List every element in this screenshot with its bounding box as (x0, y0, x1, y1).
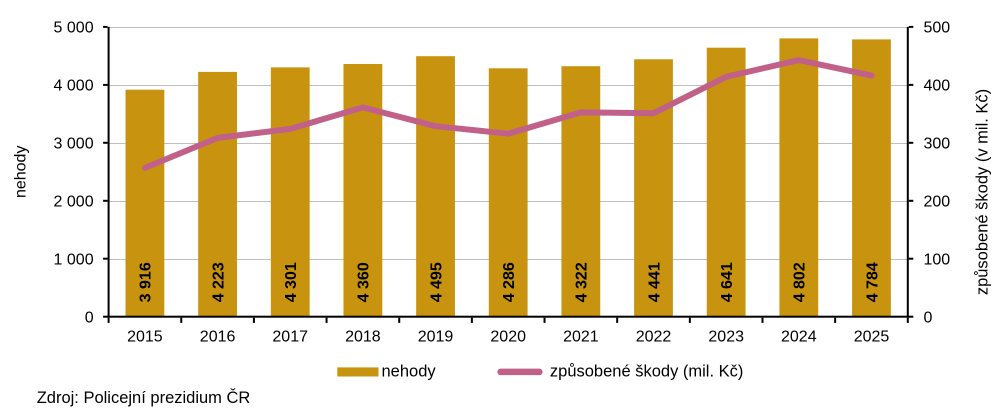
svg-text:4 784: 4 784 (864, 262, 881, 302)
svg-text:2025: 2025 (854, 329, 890, 346)
svg-text:2023: 2023 (708, 329, 744, 346)
svg-text:nehody: nehody (382, 362, 437, 380)
svg-text:4 495: 4 495 (428, 262, 445, 302)
svg-text:400: 400 (924, 78, 951, 95)
svg-text:2017: 2017 (272, 329, 308, 346)
svg-text:způsobené škody (mil. Kč): způsobené škody (mil. Kč) (550, 362, 744, 380)
svg-text:4 322: 4 322 (574, 262, 591, 302)
svg-text:2022: 2022 (636, 329, 672, 346)
svg-text:4 641: 4 641 (719, 262, 736, 302)
svg-text:2016: 2016 (200, 329, 236, 346)
svg-text:4 441: 4 441 (646, 262, 663, 302)
svg-text:2018: 2018 (345, 329, 381, 346)
svg-text:0: 0 (85, 309, 94, 326)
svg-text:4 000: 4 000 (54, 78, 94, 95)
svg-text:4 286: 4 286 (501, 262, 518, 302)
svg-text:100: 100 (924, 251, 951, 268)
svg-text:4 802: 4 802 (792, 262, 809, 302)
svg-text:2019: 2019 (418, 329, 454, 346)
svg-text:nehody: nehody (12, 146, 29, 199)
svg-text:Zdroj: Policejní prezidium ČR: Zdroj: Policejní prezidium ČR (37, 388, 251, 407)
svg-text:3 916: 3 916 (138, 262, 155, 302)
svg-text:5 000: 5 000 (54, 20, 94, 37)
svg-text:2015: 2015 (127, 329, 163, 346)
svg-text:4 223: 4 223 (210, 262, 227, 302)
svg-text:200: 200 (924, 193, 951, 210)
svg-text:2021: 2021 (563, 329, 599, 346)
svg-text:1 000: 1 000 (54, 251, 94, 268)
svg-text:4 301: 4 301 (283, 262, 300, 302)
svg-text:3 000: 3 000 (54, 135, 94, 152)
svg-text:způsobené škody (v mil. Kč): způsobené škody (v mil. Kč) (973, 89, 991, 295)
svg-text:500: 500 (924, 20, 951, 37)
svg-text:2 000: 2 000 (54, 193, 94, 210)
svg-text:4 360: 4 360 (356, 262, 373, 302)
svg-text:2020: 2020 (490, 329, 526, 346)
svg-text:0: 0 (924, 309, 933, 326)
svg-text:2024: 2024 (781, 329, 817, 346)
svg-text:300: 300 (924, 135, 951, 152)
